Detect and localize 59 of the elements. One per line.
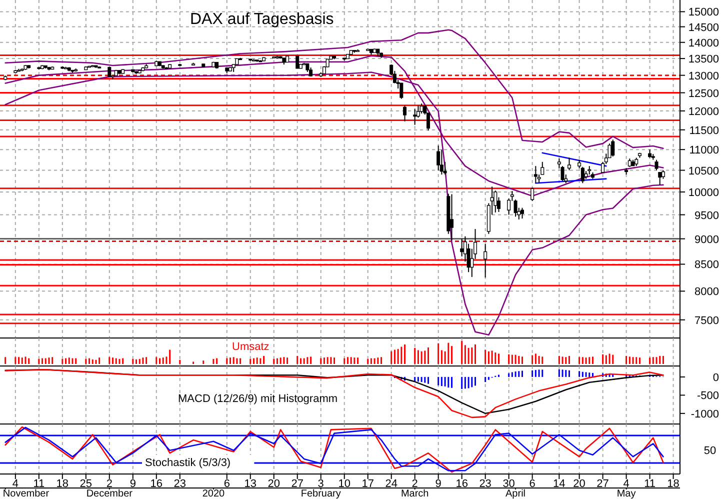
x2-tick-label: November (2, 488, 50, 499)
y-tick-label: 13000 (688, 70, 719, 82)
x-tick-label: 11 (644, 478, 656, 490)
y-tick-label: 11500 (689, 124, 719, 137)
y-tick-label: 12500 (688, 88, 719, 100)
x-tick-label: 9 (130, 478, 136, 490)
x-tick-label: 10 (338, 478, 350, 490)
y-tick-label: -1000 (690, 408, 719, 420)
x-tick-label: 30 (502, 478, 515, 490)
x-tick-label: 25 (80, 478, 92, 490)
y-tick-label: 14500 (688, 22, 719, 34)
y-tick-label: 8000 (694, 286, 719, 298)
x-tick-label: 2 (412, 478, 418, 490)
x-tick-label: 14 (553, 478, 566, 490)
y-tick-label: 12000 (688, 106, 719, 118)
y-tick-label: -500 (696, 390, 719, 402)
x-tick-label: 11 (33, 478, 45, 490)
y-tick-label: 10500 (688, 165, 719, 178)
y-tick-label: 7500 (694, 314, 719, 327)
x-tick-label: 20 (573, 478, 586, 490)
x2-tick-label: May (616, 488, 636, 499)
x-tick-label: 18 (667, 478, 680, 490)
x-tick-label: 16 (150, 478, 163, 490)
text: DAX auf Tagesbasis (190, 11, 334, 28)
x-tick-label: 27 (291, 478, 304, 490)
y-tick-label: 11000 (689, 144, 719, 157)
text: 50 (704, 445, 716, 457)
x2-tick-label: 2020 (202, 488, 226, 499)
x2-tick-label: December (86, 488, 134, 499)
annotation: MACD (12/26/9) mit Histogramm (178, 393, 338, 405)
x2-tick-label: April (506, 488, 526, 499)
x-tick-label: 4 (12, 478, 18, 490)
x-tick-label: 4 (623, 478, 630, 490)
annotation: Umsatz (232, 341, 270, 353)
x2-tick-label: March (400, 488, 429, 499)
x-tick-label: 2 (106, 478, 112, 490)
y-tick-label: 0 (712, 372, 719, 384)
x-tick-label: 23 (479, 478, 492, 490)
x-tick-label: 27 (596, 478, 609, 490)
x-tick-label: 23 (174, 478, 186, 490)
x-tick-label: 16 (456, 478, 468, 490)
x-tick-label: 18 (56, 478, 69, 490)
x-tick-label: 6 (529, 478, 536, 490)
y-tick-label: 10000 (688, 186, 719, 199)
x-tick-label: 13 (244, 478, 256, 490)
x-tick-label: 17 (362, 478, 374, 490)
x-tick-label: 24 (385, 478, 398, 490)
x-tick-label: 6 (224, 478, 230, 490)
y-tick-label: 15000 (688, 6, 719, 19)
annotation: Stochastik (5/3/3) (145, 457, 231, 469)
y-tick-label: 9500 (694, 210, 719, 222)
x-tick-label: 3 (318, 478, 324, 490)
x-tick-label: 20 (268, 478, 280, 490)
y-tick-label: 8500 (694, 259, 719, 272)
x2-tick-label: February (300, 488, 341, 499)
y-tick-label: 9000 (694, 234, 719, 246)
y-tick-label: 14000 (688, 37, 719, 50)
x-tick-label: 9 (435, 478, 442, 490)
y-tick-label: 13500 (688, 54, 719, 66)
